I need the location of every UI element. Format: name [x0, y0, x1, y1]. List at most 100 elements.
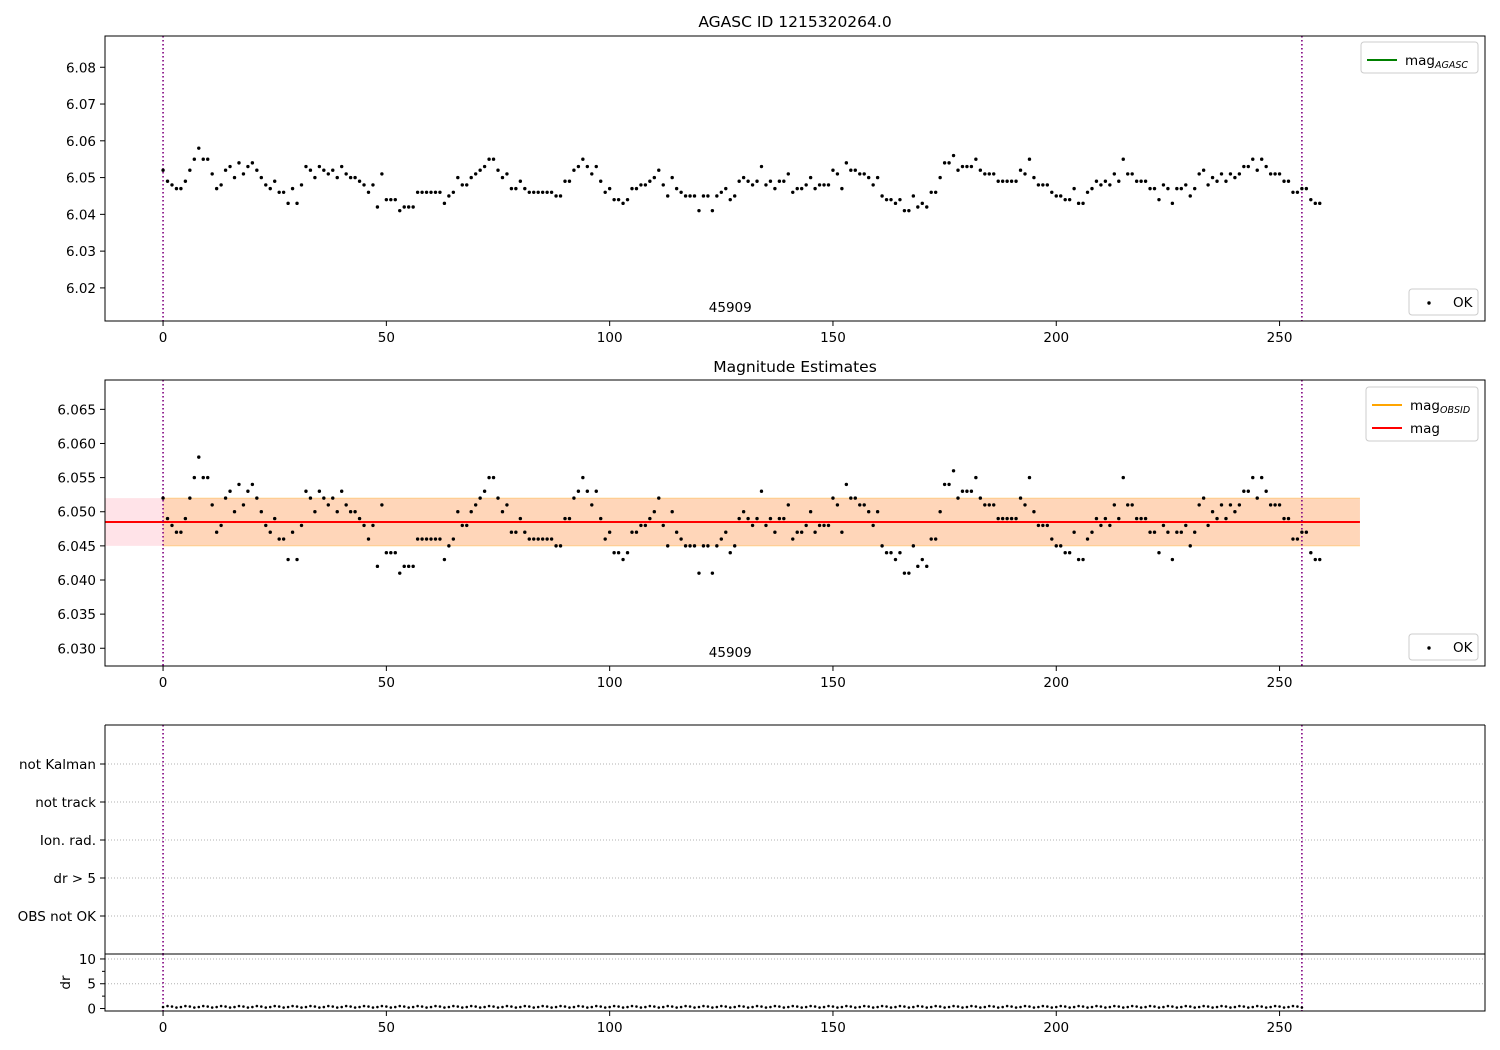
data-point: [683, 194, 688, 198]
data-point: [773, 186, 777, 191]
dr-point: [885, 1005, 888, 1008]
data-point: [594, 164, 598, 169]
data-point: [1050, 190, 1054, 194]
data-point: [161, 496, 165, 500]
dr-point: [938, 1005, 942, 1008]
data-point: [1313, 201, 1317, 206]
data-point: [415, 190, 420, 194]
data-point: [1027, 475, 1032, 480]
data-point: [965, 489, 969, 493]
data-point: [822, 523, 826, 528]
data-point: [1126, 503, 1130, 507]
data-point: [192, 475, 197, 480]
data-point: [590, 172, 594, 176]
data-point: [808, 510, 813, 514]
data-point: [509, 530, 514, 534]
data-point: [380, 503, 384, 507]
data-point: [465, 183, 469, 187]
dr-point: [228, 1006, 232, 1009]
data-point: [777, 516, 782, 521]
dr-point: [1291, 1004, 1295, 1008]
data-point: [585, 489, 590, 493]
data-point: [925, 564, 929, 569]
dr-point: [545, 1005, 549, 1008]
dr-point: [728, 1006, 732, 1009]
dr-point: [161, 1005, 165, 1009]
data-point: [214, 186, 219, 191]
data-point: [1237, 503, 1242, 507]
dr-point: [1059, 1004, 1063, 1008]
dr-point: [358, 1005, 361, 1009]
data-point: [264, 183, 268, 187]
data-point: [366, 190, 371, 194]
data-point: [237, 482, 241, 487]
data-point: [442, 557, 447, 562]
data-point: [165, 516, 170, 521]
dr-point: [773, 1004, 777, 1008]
data-point: [750, 523, 755, 528]
dr-point: [661, 1005, 665, 1009]
data-point: [322, 496, 326, 500]
dr-point: [1095, 1004, 1098, 1008]
data-point: [956, 496, 960, 500]
data-point: [791, 537, 795, 541]
data-point: [831, 168, 835, 172]
data-point: [277, 190, 281, 194]
data-point: [639, 523, 643, 528]
data-point: [1170, 557, 1175, 562]
data-point: [1027, 157, 1032, 161]
dr-point: [983, 1005, 987, 1009]
data-point: [1081, 201, 1085, 206]
dr-point: [1126, 1005, 1130, 1009]
data-point: [567, 179, 572, 183]
dr-point: [1300, 1006, 1304, 1009]
dr-point: [603, 1006, 607, 1009]
dr-point: [666, 1004, 670, 1008]
data-point: [951, 469, 956, 473]
dr-point: [956, 1005, 960, 1008]
data-point: [889, 197, 893, 202]
data-point: [916, 564, 920, 569]
data-point: [893, 201, 898, 206]
dr-point: [460, 1006, 464, 1009]
data-point: [759, 164, 764, 169]
data-point: [974, 157, 978, 161]
data-point: [505, 503, 509, 507]
y-tick-label: 6.060: [57, 436, 96, 452]
data-point: [795, 530, 799, 534]
dr-point: [300, 1006, 303, 1009]
data-point: [1094, 179, 1099, 183]
data-point: [1219, 172, 1224, 176]
data-point: [362, 183, 366, 187]
data-point: [1032, 510, 1036, 514]
data-point: [1059, 544, 1063, 548]
data-point: [1273, 503, 1277, 507]
data-point: [603, 190, 607, 194]
data-point: [491, 157, 496, 161]
dr-point: [920, 1005, 924, 1008]
dr-point: [260, 1005, 263, 1008]
flag-category-label: not Kalman: [19, 757, 96, 773]
data-point: [496, 496, 500, 500]
dr-point: [697, 1005, 701, 1009]
data-point: [1304, 186, 1309, 191]
data-point: [916, 205, 920, 209]
data-point: [1009, 516, 1014, 521]
dr-point: [474, 1005, 477, 1008]
dr-point: [438, 1005, 442, 1008]
dr-point: [1139, 1006, 1143, 1009]
data-point: [804, 183, 808, 187]
data-point: [268, 530, 272, 534]
data-point: [692, 194, 697, 198]
data-point: [616, 197, 621, 202]
data-point: [406, 564, 411, 569]
dr-point: [1153, 1005, 1156, 1008]
data-point: [1085, 537, 1090, 541]
data-point: [1233, 175, 1237, 180]
y-tick-label: 10: [79, 952, 96, 968]
data-point: [607, 186, 612, 191]
dr-point: [599, 1005, 603, 1008]
data-point: [625, 197, 630, 202]
data-point: [719, 537, 724, 541]
data-point: [380, 172, 384, 176]
